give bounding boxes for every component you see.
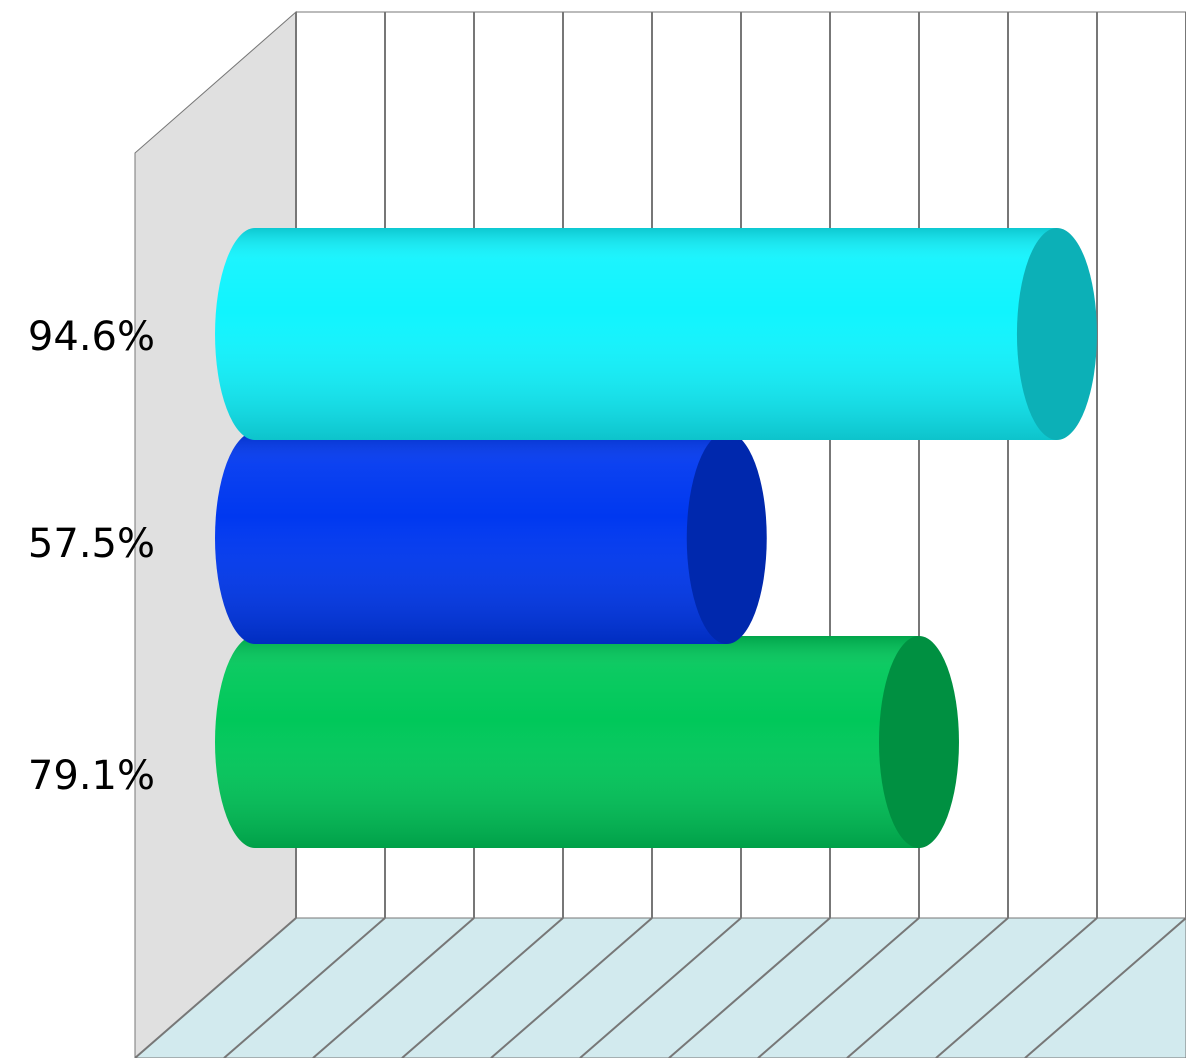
bar-cap <box>878 636 959 848</box>
floor-grid-line <box>223 917 386 1058</box>
floor-grid-line <box>579 917 742 1058</box>
y-tick-label: 79.1% <box>28 753 155 799</box>
bar-shade <box>215 636 919 848</box>
floor-grid-line <box>490 917 653 1058</box>
floor-grid-line <box>312 917 475 1058</box>
floor-grid-line <box>668 917 831 1058</box>
floor-grid-line <box>846 917 1009 1058</box>
floor-grid-line <box>401 917 564 1058</box>
floor-grid-line <box>757 917 920 1058</box>
floor-grid-line <box>1024 917 1186 1058</box>
floor-grid-line <box>935 917 1098 1058</box>
floor-grid-line <box>134 917 297 1058</box>
y-tick-label: 57.5% <box>28 521 155 567</box>
bar-cap <box>1016 228 1097 440</box>
y-tick-label: 94.6% <box>28 314 155 360</box>
bar-shade <box>215 228 1057 440</box>
bar-shade <box>215 432 727 644</box>
bar-cap <box>686 432 767 644</box>
